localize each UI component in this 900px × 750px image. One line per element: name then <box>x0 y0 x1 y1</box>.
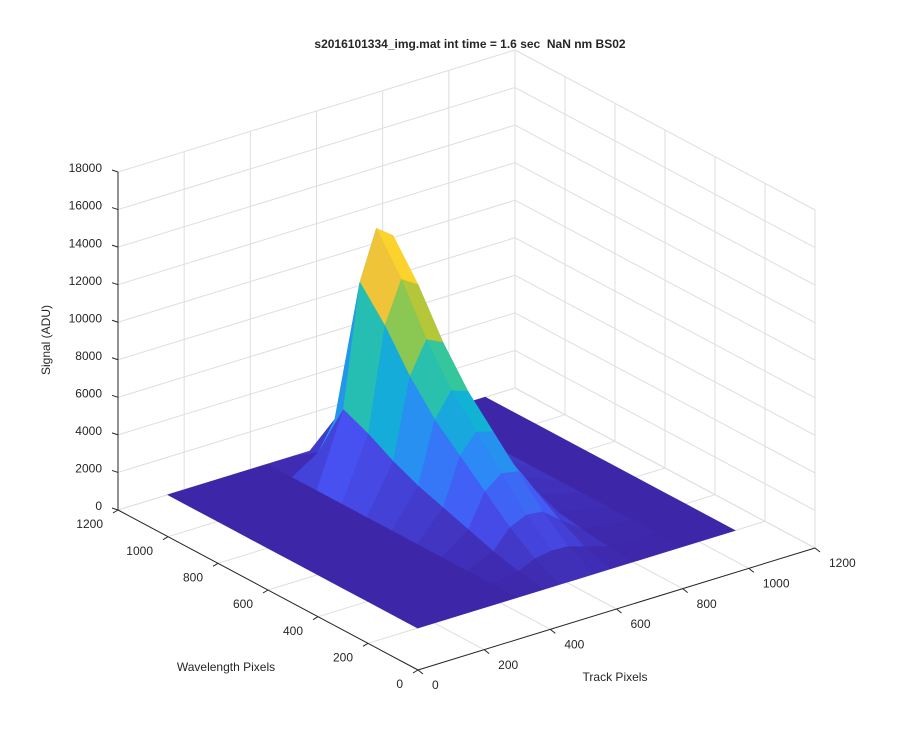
y-tick-label: 1200 <box>76 517 103 531</box>
tick-mark <box>682 588 688 594</box>
grid-line <box>514 124 816 286</box>
tick-mark <box>111 432 119 436</box>
tick-mark <box>550 628 556 634</box>
x-axis-label: Track Pixels <box>583 670 648 684</box>
tick-mark <box>111 207 119 211</box>
tick-mark <box>417 669 424 675</box>
tick-mark <box>616 608 622 614</box>
y-tick-label: 0 <box>396 677 403 691</box>
tick-mark <box>748 567 755 573</box>
tick-mark <box>262 589 269 594</box>
grid-line <box>117 87 516 211</box>
grid-line <box>514 312 816 474</box>
z-tick-label: 4000 <box>75 424 102 438</box>
tick-mark <box>412 669 419 674</box>
tick-mark <box>111 282 119 286</box>
chart-title: s2016101334_img.mat int time = 1.6 sec N… <box>314 37 625 51</box>
z-tick-label: 12000 <box>69 274 103 288</box>
tick-mark <box>362 642 369 647</box>
tick-mark <box>483 649 490 655</box>
y-axis-label: Wavelength Pixels <box>177 660 275 674</box>
z-tick-label: 0 <box>95 499 102 513</box>
x-tick-label: 1000 <box>763 577 790 591</box>
y-tick-label: 400 <box>283 624 303 638</box>
y-tick-label: 1000 <box>126 544 153 558</box>
y-tick-label: 200 <box>333 651 353 665</box>
grid-line <box>117 237 516 361</box>
z-tick-label: 8000 <box>75 349 102 363</box>
tick-mark <box>111 357 119 361</box>
grid-line <box>514 162 816 324</box>
tick-mark <box>814 547 821 553</box>
tick-mark <box>111 394 119 398</box>
grid-line <box>117 124 516 248</box>
z-axis-label: Signal (ADU) <box>39 305 53 375</box>
grid-line <box>117 162 516 286</box>
tick-mark <box>162 536 169 541</box>
tick-mark <box>111 169 119 173</box>
z-tick-label: 10000 <box>69 311 103 325</box>
x-tick-label: 600 <box>631 617 651 631</box>
tick-mark <box>111 319 119 323</box>
x-tick-label: 1200 <box>829 556 856 570</box>
tick-mark <box>112 509 119 514</box>
x-tick-label: 200 <box>498 658 518 672</box>
x-tick-label: 400 <box>564 638 584 652</box>
tick-mark <box>111 507 119 511</box>
tick-mark <box>111 469 119 473</box>
tick-mark <box>212 562 219 567</box>
z-tick-label: 18000 <box>69 161 103 175</box>
surface-patch <box>392 599 468 629</box>
grid-line <box>514 199 816 361</box>
y-tick-label: 800 <box>183 571 203 585</box>
tick-mark <box>111 244 119 248</box>
grid-line <box>117 49 516 173</box>
grid-line <box>514 87 816 248</box>
grid-line <box>514 274 816 436</box>
grid-line <box>117 199 516 323</box>
y-tick-label: 600 <box>233 597 253 611</box>
x-tick-label: 0 <box>432 678 439 692</box>
grid-line <box>514 237 816 399</box>
grid-line <box>514 387 816 549</box>
grid-line <box>117 274 516 398</box>
tick-mark <box>312 616 319 621</box>
x-tick-label: 800 <box>697 597 717 611</box>
z-tick-label: 16000 <box>69 199 103 213</box>
z-tick-label: 6000 <box>75 387 102 401</box>
z-tick-label: 14000 <box>69 236 103 250</box>
grid-line <box>117 312 516 436</box>
grid-line <box>514 49 816 211</box>
z-tick-label: 2000 <box>75 462 102 476</box>
grid-line <box>514 350 816 511</box>
